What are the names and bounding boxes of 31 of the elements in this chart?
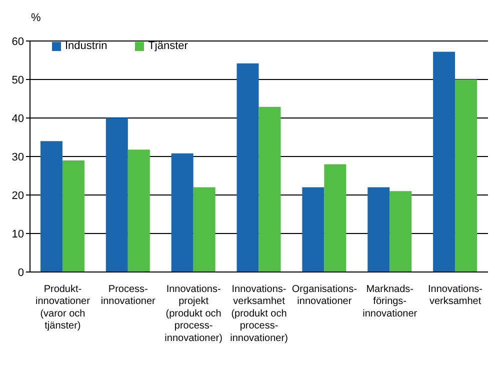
bar bbox=[324, 164, 346, 272]
bar bbox=[193, 187, 216, 272]
y-tick-label: 10 bbox=[12, 228, 24, 240]
y-axis-title: % bbox=[31, 12, 41, 24]
bar bbox=[302, 187, 324, 272]
y-tick-label: 50 bbox=[12, 74, 24, 86]
bar bbox=[128, 150, 150, 272]
y-tick-label: 60 bbox=[12, 36, 24, 48]
bar bbox=[171, 153, 194, 272]
bar bbox=[258, 106, 281, 272]
x-tick-label: Innovations- projekt (produkt och process- innovationer) bbox=[164, 284, 222, 344]
x-tick-label: Produkt- innovationer (varor och tjänster) bbox=[35, 284, 91, 332]
x-tick-label: Innovations- verksamhet (produkt och process- innovationer) bbox=[230, 284, 288, 344]
legend-label: Tjänster bbox=[148, 40, 188, 52]
x-tick-label: Process- innovationer bbox=[100, 284, 156, 308]
y-tick-label: 40 bbox=[12, 112, 24, 125]
bar bbox=[455, 80, 478, 272]
y-tick-label: 0 bbox=[18, 266, 24, 279]
y-tick-label: 30 bbox=[12, 151, 24, 164]
y-tick-label: 20 bbox=[12, 190, 24, 202]
bar bbox=[368, 187, 390, 272]
bar bbox=[236, 63, 259, 272]
x-tick-label: Organisations- innovationer bbox=[292, 284, 357, 308]
bar bbox=[40, 141, 62, 272]
legend-label: Industrin bbox=[65, 40, 108, 52]
x-tick-label: Marknads- förings- innovationer bbox=[362, 284, 418, 320]
x-tick-label: Innovations- verksamhet bbox=[428, 284, 483, 308]
bar bbox=[106, 118, 128, 272]
bar bbox=[390, 191, 412, 272]
bar bbox=[433, 52, 456, 272]
bar bbox=[62, 160, 84, 272]
